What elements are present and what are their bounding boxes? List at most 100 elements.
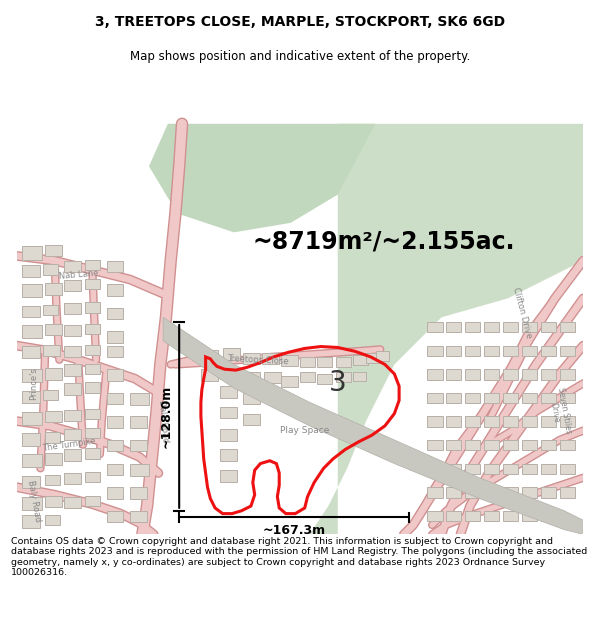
FancyBboxPatch shape <box>262 353 279 364</box>
FancyBboxPatch shape <box>64 449 81 461</box>
FancyBboxPatch shape <box>503 346 518 356</box>
FancyBboxPatch shape <box>45 244 62 256</box>
FancyBboxPatch shape <box>64 279 81 291</box>
FancyBboxPatch shape <box>522 346 537 356</box>
FancyBboxPatch shape <box>130 440 147 451</box>
FancyBboxPatch shape <box>522 322 537 332</box>
FancyBboxPatch shape <box>446 464 461 474</box>
FancyBboxPatch shape <box>107 369 124 381</box>
FancyBboxPatch shape <box>317 357 332 367</box>
Text: ~167.3m: ~167.3m <box>262 524 325 537</box>
FancyBboxPatch shape <box>484 346 499 356</box>
FancyBboxPatch shape <box>64 497 81 508</box>
FancyBboxPatch shape <box>465 464 480 474</box>
FancyBboxPatch shape <box>560 346 575 356</box>
FancyBboxPatch shape <box>522 511 537 521</box>
Text: Treetops Close: Treetops Close <box>227 354 289 366</box>
Polygon shape <box>163 318 583 534</box>
FancyBboxPatch shape <box>107 346 124 357</box>
FancyBboxPatch shape <box>22 497 43 510</box>
FancyBboxPatch shape <box>541 487 556 498</box>
Text: ~8719m²/~2.155ac.: ~8719m²/~2.155ac. <box>253 230 515 254</box>
FancyBboxPatch shape <box>22 391 40 403</box>
FancyBboxPatch shape <box>85 302 100 312</box>
Text: Prince's: Prince's <box>29 367 38 400</box>
Text: 3: 3 <box>329 369 347 398</box>
FancyBboxPatch shape <box>560 487 575 498</box>
FancyBboxPatch shape <box>22 516 40 528</box>
FancyBboxPatch shape <box>107 511 124 522</box>
Text: Map shows position and indicative extent of the property.: Map shows position and indicative extent… <box>130 49 470 62</box>
FancyBboxPatch shape <box>45 514 60 525</box>
Text: Clifton Drive: Clifton Drive <box>511 286 533 339</box>
FancyBboxPatch shape <box>427 369 443 379</box>
FancyBboxPatch shape <box>22 412 43 425</box>
FancyBboxPatch shape <box>503 392 518 403</box>
FancyBboxPatch shape <box>43 390 58 401</box>
FancyBboxPatch shape <box>107 416 124 428</box>
FancyBboxPatch shape <box>465 440 480 451</box>
FancyBboxPatch shape <box>465 369 480 379</box>
FancyBboxPatch shape <box>107 464 124 475</box>
FancyBboxPatch shape <box>45 368 62 379</box>
FancyBboxPatch shape <box>484 487 499 498</box>
FancyBboxPatch shape <box>244 353 260 364</box>
FancyBboxPatch shape <box>22 246 43 260</box>
FancyBboxPatch shape <box>427 440 443 451</box>
FancyBboxPatch shape <box>64 261 81 272</box>
FancyBboxPatch shape <box>107 331 124 342</box>
FancyBboxPatch shape <box>366 353 379 362</box>
FancyBboxPatch shape <box>336 372 351 382</box>
FancyBboxPatch shape <box>64 410 81 421</box>
FancyBboxPatch shape <box>503 322 518 332</box>
FancyBboxPatch shape <box>22 476 40 488</box>
FancyBboxPatch shape <box>45 432 60 443</box>
FancyBboxPatch shape <box>64 473 81 484</box>
FancyBboxPatch shape <box>22 266 40 277</box>
FancyBboxPatch shape <box>353 372 366 381</box>
FancyBboxPatch shape <box>541 416 556 427</box>
FancyBboxPatch shape <box>199 351 218 364</box>
FancyBboxPatch shape <box>45 475 60 485</box>
FancyBboxPatch shape <box>446 416 461 427</box>
FancyBboxPatch shape <box>85 428 100 438</box>
FancyBboxPatch shape <box>22 284 43 298</box>
FancyBboxPatch shape <box>503 369 518 379</box>
FancyBboxPatch shape <box>465 487 480 498</box>
FancyBboxPatch shape <box>107 308 124 319</box>
FancyBboxPatch shape <box>201 369 218 381</box>
FancyBboxPatch shape <box>220 449 237 461</box>
FancyBboxPatch shape <box>45 496 62 507</box>
FancyBboxPatch shape <box>427 511 443 521</box>
FancyBboxPatch shape <box>43 344 60 356</box>
FancyBboxPatch shape <box>376 351 389 361</box>
FancyBboxPatch shape <box>107 487 124 499</box>
FancyBboxPatch shape <box>22 325 43 338</box>
FancyBboxPatch shape <box>427 392 443 403</box>
FancyBboxPatch shape <box>22 346 40 358</box>
FancyBboxPatch shape <box>220 407 237 418</box>
Text: The Turnpike: The Turnpike <box>41 436 96 453</box>
FancyBboxPatch shape <box>64 383 81 394</box>
FancyBboxPatch shape <box>522 464 537 474</box>
FancyBboxPatch shape <box>317 374 332 384</box>
FancyBboxPatch shape <box>465 416 480 427</box>
FancyBboxPatch shape <box>107 440 124 451</box>
FancyBboxPatch shape <box>446 369 461 379</box>
FancyBboxPatch shape <box>223 348 239 360</box>
FancyBboxPatch shape <box>22 369 43 382</box>
FancyBboxPatch shape <box>244 414 260 425</box>
FancyBboxPatch shape <box>541 440 556 451</box>
FancyBboxPatch shape <box>484 322 499 332</box>
FancyBboxPatch shape <box>522 416 537 427</box>
FancyBboxPatch shape <box>85 449 100 459</box>
FancyBboxPatch shape <box>107 392 124 404</box>
Polygon shape <box>310 124 583 534</box>
FancyBboxPatch shape <box>85 324 100 334</box>
FancyBboxPatch shape <box>446 487 461 498</box>
FancyBboxPatch shape <box>484 369 499 379</box>
FancyBboxPatch shape <box>541 322 556 332</box>
FancyBboxPatch shape <box>484 464 499 474</box>
FancyBboxPatch shape <box>427 464 443 474</box>
FancyBboxPatch shape <box>446 322 461 332</box>
